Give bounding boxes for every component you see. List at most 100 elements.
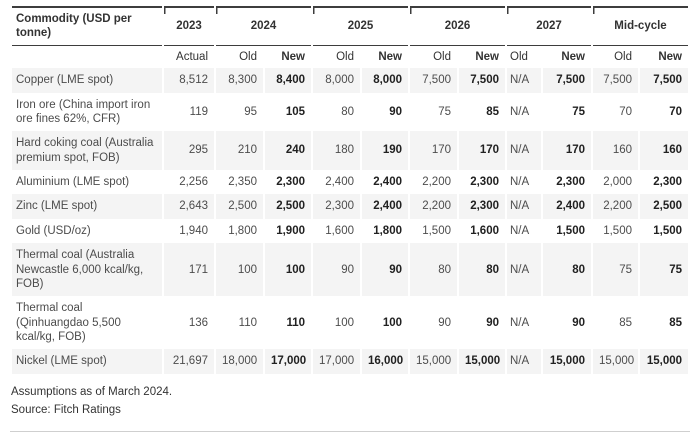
value-cell: 75 xyxy=(572,105,585,118)
table-row: Copper (LME spot) 8,512 8,300 8,400 8,000 8,0… xyxy=(12,68,689,93)
commodity-name-cell: Thermal coal (Australia Newcastle 6,000 … xyxy=(12,243,162,297)
value-cell: N/A xyxy=(507,131,541,170)
subcolumn-header: New xyxy=(475,50,499,63)
value-cell: 2,350 xyxy=(228,176,257,188)
header-row-subcolumns: Actual Old New Old New Old New Old New Old New xyxy=(12,46,688,68)
value-cell: 80 xyxy=(543,243,591,297)
group-header-2025: 2025 xyxy=(313,6,408,46)
value-cell: 100 xyxy=(265,243,311,297)
value-cell: 15,000 xyxy=(593,349,638,374)
value-cell: N/A xyxy=(510,224,530,237)
table-row: Hard coking coal (Australia premium spot… xyxy=(12,131,689,170)
table-row: Thermal coal (Australia Newcastle 6,000 … xyxy=(12,243,689,297)
value-cell: 1,500 xyxy=(422,224,451,237)
subcolumn-header: Old xyxy=(614,50,632,63)
value-cell: 2,400 xyxy=(543,194,591,219)
value-cell: 2,300 xyxy=(556,176,585,188)
value-cell: 15,000 xyxy=(410,349,457,374)
commodity-assumptions-table: Commodity (USD per tonne) 2023 2024 2025 202… xyxy=(10,6,690,374)
subcolumn-header: Old xyxy=(510,50,528,63)
value-cell: 2,643 xyxy=(164,194,214,219)
value-cell: 21,697 xyxy=(164,349,214,374)
commodity-name-cell: Iron ore (China import iron ore fines 62… xyxy=(16,98,151,125)
value-cell: 2,400 xyxy=(325,176,354,188)
value-cell: 2,256 xyxy=(179,176,208,188)
value-cell: 85 xyxy=(669,316,683,329)
value-cell: 210 xyxy=(216,131,263,170)
value-cell: 105 xyxy=(285,105,305,118)
subcolumn-header: Old xyxy=(433,50,451,63)
table-row: Nickel (LME spot) 21,697 18,000 17,000 17,00… xyxy=(12,349,689,374)
value-cell: 75 xyxy=(438,105,451,118)
value-cell: 90 xyxy=(572,316,585,329)
group-header-2023: 2023 xyxy=(164,6,214,46)
value-cell: 2,400 xyxy=(373,176,402,188)
table-row: Gold (USD/oz) 1,940 1,800 1,900 1,600 1,800 1,… xyxy=(12,219,688,243)
group-header-2024: 2024 xyxy=(216,6,311,46)
commodity-name-cell: Thermal coal (Qinhuangdao 5,500 kcal/kg,… xyxy=(16,302,121,343)
commodity-name-cell: Hard coking coal (Australia premium spot… xyxy=(12,131,162,170)
subheader-spacer-cell xyxy=(12,46,162,68)
value-cell: 119 xyxy=(189,105,208,118)
value-cell: 17,000 xyxy=(313,349,360,374)
subcolumn-header: New xyxy=(378,50,402,63)
value-cell: N/A xyxy=(507,194,541,219)
value-cell: 85 xyxy=(619,316,632,329)
value-cell: 2,300 xyxy=(459,194,505,219)
value-cell: N/A xyxy=(510,105,530,118)
group-header-2027: 2027 xyxy=(507,6,591,46)
value-cell: 240 xyxy=(265,131,311,170)
value-cell: 1,600 xyxy=(325,224,354,237)
subcolumn-header: New xyxy=(561,50,585,63)
table-row: Iron ore (China import iron ore fines 62… xyxy=(12,93,688,132)
value-cell: 2,200 xyxy=(410,194,457,219)
value-cell: N/A xyxy=(510,176,530,188)
value-cell: 2,400 xyxy=(362,194,408,219)
value-cell: 170 xyxy=(543,131,591,170)
value-cell: 2,300 xyxy=(313,194,360,219)
value-cell: 15,000 xyxy=(640,349,689,374)
value-cell: 7,500 xyxy=(640,68,689,93)
value-cell: 15,000 xyxy=(459,349,505,374)
commodity-name-cell: Nickel (LME spot) xyxy=(12,349,162,374)
value-cell: 90 xyxy=(486,316,499,329)
value-cell: 90 xyxy=(438,316,451,329)
value-cell: 17,000 xyxy=(265,349,311,374)
subcolumn-header: Old xyxy=(336,50,354,63)
value-cell: 190 xyxy=(362,131,408,170)
value-cell: 100 xyxy=(216,243,263,297)
value-cell: 80 xyxy=(459,243,505,297)
value-cell: 110 xyxy=(286,316,305,329)
value-cell: 7,500 xyxy=(593,68,638,93)
value-cell: 1,500 xyxy=(556,224,585,237)
source-note: Source: Fitch Ratings xyxy=(11,404,121,417)
value-cell: 171 xyxy=(164,243,214,297)
value-cell: N/A xyxy=(507,243,541,297)
value-cell: 160 xyxy=(593,131,638,170)
value-cell: 1,800 xyxy=(228,224,257,237)
value-cell: 1,900 xyxy=(276,224,305,237)
value-cell: 75 xyxy=(640,243,689,297)
value-cell: 7,500 xyxy=(410,68,457,93)
value-cell: 70 xyxy=(619,105,632,118)
value-cell: N/A xyxy=(507,68,541,93)
value-cell: 2,300 xyxy=(470,176,499,188)
value-cell: 110 xyxy=(238,316,257,329)
header-row-groups: Commodity (USD per tonne) 2023 2024 2025 202… xyxy=(12,6,689,46)
value-cell: 160 xyxy=(640,131,689,170)
value-cell: 2,200 xyxy=(593,194,638,219)
subcolumn-header: New xyxy=(658,50,683,63)
value-cell: 80 xyxy=(410,243,457,297)
value-cell: 2,500 xyxy=(265,194,311,219)
value-cell: 7,500 xyxy=(543,68,591,93)
value-cell: 15,000 xyxy=(543,349,591,374)
value-cell: 90 xyxy=(362,243,408,297)
value-cell: 8,400 xyxy=(265,68,311,93)
bottom-divider xyxy=(10,430,690,432)
value-cell: 80 xyxy=(341,105,354,118)
value-cell: 7,500 xyxy=(459,68,505,93)
subcolumn-header: New xyxy=(281,50,305,63)
value-cell: 90 xyxy=(313,243,360,297)
table-row: Aluminium (LME spot) 2,256 2,350 2,300 2,400… xyxy=(12,170,688,194)
